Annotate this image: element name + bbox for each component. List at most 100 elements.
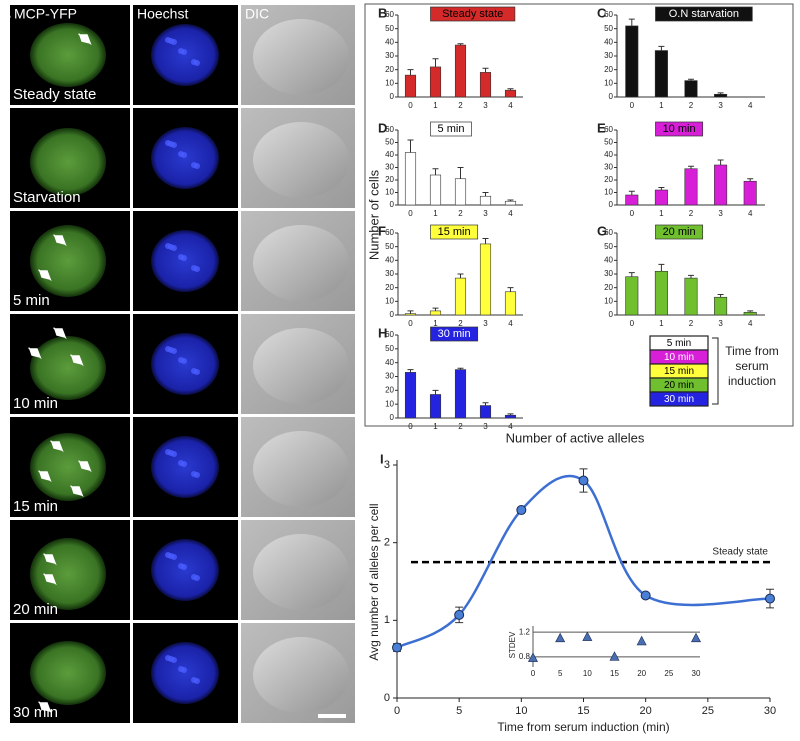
y-tick-label: 0 [390,200,395,209]
x-tick-label: 2 [458,209,463,218]
y-tick-label: 2 [384,537,390,549]
bar [404,152,417,206]
y-tick-label: 10 [385,188,394,197]
panel-label: D [378,120,387,135]
chromatin-spot [181,564,187,570]
x-tick-label: 1 [433,209,438,218]
y-tick-label: 40 [385,358,394,367]
nucleus-hoechst [151,642,219,704]
x-tick-label: 4 [508,101,513,110]
y-tick-label: 10 [604,188,613,197]
nucleus-yfp [30,336,106,400]
x-tick-label: 4 [508,209,513,218]
panel-label: H [378,325,387,340]
x-axis-label: Time from serum induction (min) [497,720,669,734]
error-bar [482,237,489,244]
row-label: 10 min [13,395,58,412]
x-tick-label: 1 [433,422,438,431]
title-box [430,224,479,240]
arrow [42,552,57,566]
bar [404,372,417,419]
y-tick-label: 50 [385,24,394,33]
x-tick-label: 3 [483,101,488,110]
dic-cell [253,122,349,198]
y-tick-label: 60 [385,330,394,339]
chromatin-spot [194,163,200,169]
arrow [27,346,42,360]
y-tick-label: 30 [385,51,394,60]
nucleus-yfp [30,538,106,610]
bar [454,44,467,98]
bar [654,189,668,206]
error-bar [407,310,414,314]
chart-title: 30 min [438,328,471,340]
inset-x-tick-label: 25 [664,669,673,678]
arrow [52,233,67,247]
x-tick-label: 4 [508,319,513,328]
x-tick-label: 0 [408,209,413,218]
error-bar [407,139,414,153]
x-tick-label: 2 [689,101,694,110]
error-bar [628,18,635,26]
dic-cell [253,534,349,610]
y-tick-label: 30 [604,163,613,172]
y-tick-label: 60 [385,125,394,134]
y-tick-label: 20 [604,175,613,184]
title-box [430,326,479,342]
bar [714,164,728,206]
y-tick-label: 1 [384,614,390,626]
row-label: 5 min [13,292,50,309]
y-tick-label: 60 [604,228,613,237]
y-tick-label: 40 [604,150,613,159]
bar [743,180,757,206]
chromatin-spot [181,152,187,158]
y-tick-label: 50 [385,242,394,251]
legend-title: Time from serum induction [725,344,779,388]
row-label: Steady state [13,86,96,103]
x-tick-label: 2 [689,209,694,218]
inset-point [636,635,647,646]
chromatin-spot [171,142,177,148]
x-tick-label: 1 [433,101,438,110]
y-tick-label: 30 [385,372,394,381]
error-bar [628,272,635,277]
chart-title: Steady state [442,8,503,20]
dic-cell [253,225,349,301]
arrow [69,484,84,498]
y-tick-label: 0 [609,310,614,319]
x-tick-label: 3 [718,209,723,218]
error-bar [717,92,724,95]
y-tick-label: 50 [604,24,613,33]
error-bar [432,389,439,395]
bar [429,66,442,98]
bar [654,270,668,316]
nucleus-yfp [30,128,106,196]
y-tick-label: 30 [385,163,394,172]
chart-title: O.N starvation [669,8,739,20]
inset-y-tick-label: 1.2 [519,627,531,636]
nucleus-hoechst [151,230,219,292]
point [765,593,775,604]
y-tick-label: 60 [385,228,394,237]
error-bar [432,168,439,175]
arrow [37,268,52,282]
x-tick-label: 10 [515,705,527,717]
bar [625,276,639,316]
panel-label: C [597,5,607,20]
chromatin-spot [194,575,200,581]
dic-cell [253,431,349,507]
y-tick-label: 10 [385,78,394,87]
y-tick-label: 10 [385,296,394,305]
y-tick-label: 0 [384,692,390,704]
y-tick-label: 60 [604,10,613,19]
point [454,609,465,620]
panel-label: B [378,5,387,20]
error-bar [747,178,754,182]
bar [654,50,668,98]
x-tick-label: 5 [456,705,462,717]
chart-title: 20 min [663,226,696,238]
legend-title-box: Time from serum induction [725,344,779,388]
error-bar [407,369,414,373]
error-bar [457,167,464,179]
